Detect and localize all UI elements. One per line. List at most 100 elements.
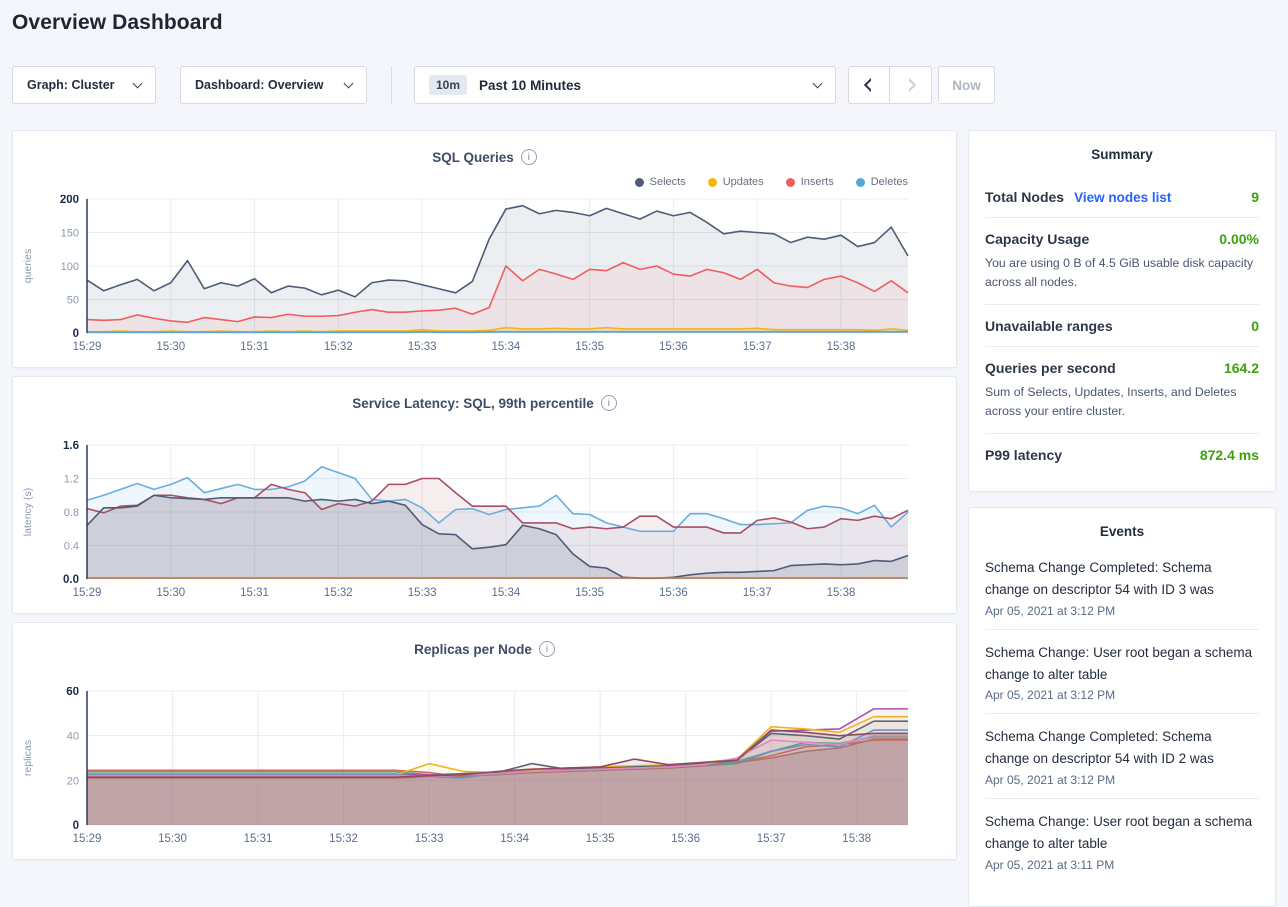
- chart-title-sql-queries: SQL Queries: [432, 149, 514, 165]
- svg-text:15:33: 15:33: [408, 341, 437, 353]
- total-nodes-label: Total Nodes: [985, 189, 1065, 205]
- svg-text:1.6: 1.6: [63, 441, 79, 452]
- capacity-usage-label: Capacity Usage: [985, 231, 1090, 247]
- time-range-label: Past 10 Minutes: [479, 77, 582, 93]
- event-item: Schema Change Completed: Schema change o…: [985, 714, 1259, 800]
- capacity-usage-value: 0.00%: [1219, 231, 1259, 247]
- events-title: Events: [1099, 524, 1145, 539]
- page-title: Overview Dashboard: [12, 11, 223, 34]
- dashboard-selector-label: Dashboard: Overview: [195, 78, 324, 92]
- total-nodes-value: 9: [1251, 189, 1259, 205]
- event-item: Schema Change: User root began a schema …: [985, 799, 1259, 883]
- svg-text:40: 40: [67, 731, 79, 743]
- summary-row-qps: Queries per second 164.2 Sum of Selects,…: [985, 347, 1259, 435]
- overview-dashboard-page: Overview Dashboard Graph: Cluster Dashbo…: [12, 11, 1276, 907]
- svg-text:15:37: 15:37: [743, 341, 772, 353]
- capacity-usage-description: You are using 0 B of 4.5 GiB usable disk…: [985, 256, 1254, 290]
- chart-title-service-latency: Service Latency: SQL, 99th percentile: [352, 395, 594, 411]
- legend-label: Selects: [649, 176, 686, 188]
- svg-text:15:35: 15:35: [586, 833, 615, 845]
- view-nodes-list-link[interactable]: View nodes list: [1074, 190, 1172, 205]
- summary-row-p99-latency: P99 latency 872.4 ms: [985, 434, 1259, 475]
- svg-text:15:36: 15:36: [671, 833, 700, 845]
- legend-dot-icon: [634, 177, 644, 187]
- info-icon[interactable]: i: [600, 395, 617, 411]
- dashboard-selector-dropdown[interactable]: Dashboard: Overview: [180, 66, 367, 104]
- svg-text:15:29: 15:29: [73, 587, 102, 599]
- legend-item-deletes[interactable]: Deletes: [855, 176, 908, 188]
- legend-dot-icon: [785, 177, 795, 187]
- legend-dot-icon: [855, 177, 865, 187]
- svg-text:15:33: 15:33: [415, 833, 444, 845]
- time-next-button[interactable]: [890, 66, 932, 104]
- unavailable-ranges-value: 0: [1251, 318, 1259, 335]
- sql-queries-chart-card: SQL Queries i Selects Updates Inserts Delet…: [12, 130, 957, 368]
- events-panel: Events Schema Change Completed: Schema c…: [968, 507, 1276, 907]
- chevron-down-icon: [343, 78, 354, 89]
- now-button[interactable]: Now: [938, 66, 995, 104]
- svg-text:15:35: 15:35: [575, 587, 604, 599]
- svg-text:0: 0: [73, 820, 79, 832]
- qps-value: 164.2: [1223, 360, 1259, 377]
- legend-label: Updates: [722, 176, 764, 188]
- svg-text:15:36: 15:36: [659, 587, 688, 599]
- p99-latency-label: P99 latency: [985, 447, 1063, 464]
- chevron-left-icon: [863, 77, 879, 93]
- time-prev-button[interactable]: [848, 66, 890, 104]
- svg-text:replicas: replicas: [22, 740, 34, 776]
- event-timestamp: Apr 05, 2021 at 3:11 PM: [985, 857, 1115, 872]
- service-latency-chart-card: Service Latency: SQL, 99th percentile i …: [12, 376, 957, 614]
- svg-text:1.2: 1.2: [64, 474, 79, 486]
- time-range-badge: 10m: [429, 75, 468, 95]
- svg-text:15:38: 15:38: [827, 341, 856, 353]
- svg-text:15:29: 15:29: [73, 341, 102, 353]
- svg-text:15:32: 15:32: [324, 341, 353, 353]
- qps-label: Queries per second: [985, 360, 1116, 377]
- legend-item-inserts[interactable]: Inserts: [785, 176, 834, 188]
- chart-title-replicas-per-node: Replicas per Node: [414, 641, 532, 657]
- legend-item-updates[interactable]: Updates: [707, 176, 764, 188]
- svg-text:15:35: 15:35: [575, 341, 604, 353]
- chevron-down-icon: [812, 78, 823, 89]
- svg-text:15:30: 15:30: [156, 341, 185, 353]
- unavailable-ranges-label: Unavailable ranges: [985, 318, 1113, 335]
- replicas-per-node-chart: 0 20 40 60 15:29 15:30 15:31 15:32 15:33 15:34 15:…: [22, 687, 908, 845]
- summary-panel: Summary Total Nodes View nodes list 9 Ca…: [968, 130, 1276, 492]
- summary-row-total-nodes: Total Nodes View nodes list 9: [985, 176, 1259, 218]
- svg-text:15:30: 15:30: [158, 833, 187, 845]
- svg-text:15:34: 15:34: [491, 341, 520, 353]
- controls-divider: [391, 66, 392, 104]
- svg-text:latency (s): latency (s): [22, 488, 34, 536]
- event-message: Schema Change: User root began a schema …: [985, 644, 1253, 682]
- summary-title: Summary: [1091, 147, 1153, 162]
- sql-queries-legend: Selects Updates Inserts Deletes: [13, 169, 956, 195]
- svg-text:15:34: 15:34: [500, 833, 529, 845]
- event-message: Schema Change: User root began a schema …: [985, 814, 1253, 852]
- summary-row-unavailable-ranges: Unavailable ranges 0: [985, 305, 1259, 348]
- info-icon[interactable]: i: [520, 149, 537, 165]
- graph-selector-dropdown[interactable]: Graph: Cluster: [12, 66, 156, 104]
- svg-text:15:34: 15:34: [491, 587, 520, 599]
- svg-text:15:31: 15:31: [244, 833, 273, 845]
- svg-text:200: 200: [60, 195, 79, 206]
- event-item: Schema Change: User root began a schema …: [985, 630, 1259, 715]
- svg-text:0.0: 0.0: [63, 574, 79, 586]
- svg-text:15:30: 15:30: [156, 587, 185, 599]
- replicas-per-node-chart-card: Replicas per Node i 0 20 40 60 15:29 15:30 15:…: [12, 622, 957, 860]
- svg-text:15:32: 15:32: [324, 587, 353, 599]
- svg-text:15:29: 15:29: [73, 833, 102, 845]
- qps-description: Sum of Selects, Updates, Inserts, and De…: [985, 385, 1237, 419]
- svg-text:15:37: 15:37: [743, 587, 772, 599]
- time-range-dropdown[interactable]: 10m Past 10 Minutes: [414, 66, 836, 104]
- svg-text:15:36: 15:36: [659, 341, 688, 353]
- legend-label: Deletes: [870, 176, 908, 188]
- svg-text:20: 20: [67, 775, 79, 787]
- svg-text:150: 150: [61, 228, 79, 240]
- info-icon[interactable]: i: [538, 641, 555, 657]
- legend-item-selects[interactable]: Selects: [634, 176, 686, 188]
- sql-queries-chart: 0 50 100 150 200 15:29 15:30 15:31 15:32 15:33 15:…: [22, 195, 909, 353]
- svg-text:100: 100: [61, 261, 79, 273]
- chevron-right-icon: [901, 77, 916, 93]
- svg-text:15:33: 15:33: [408, 587, 437, 599]
- legend-label: Inserts: [800, 176, 834, 188]
